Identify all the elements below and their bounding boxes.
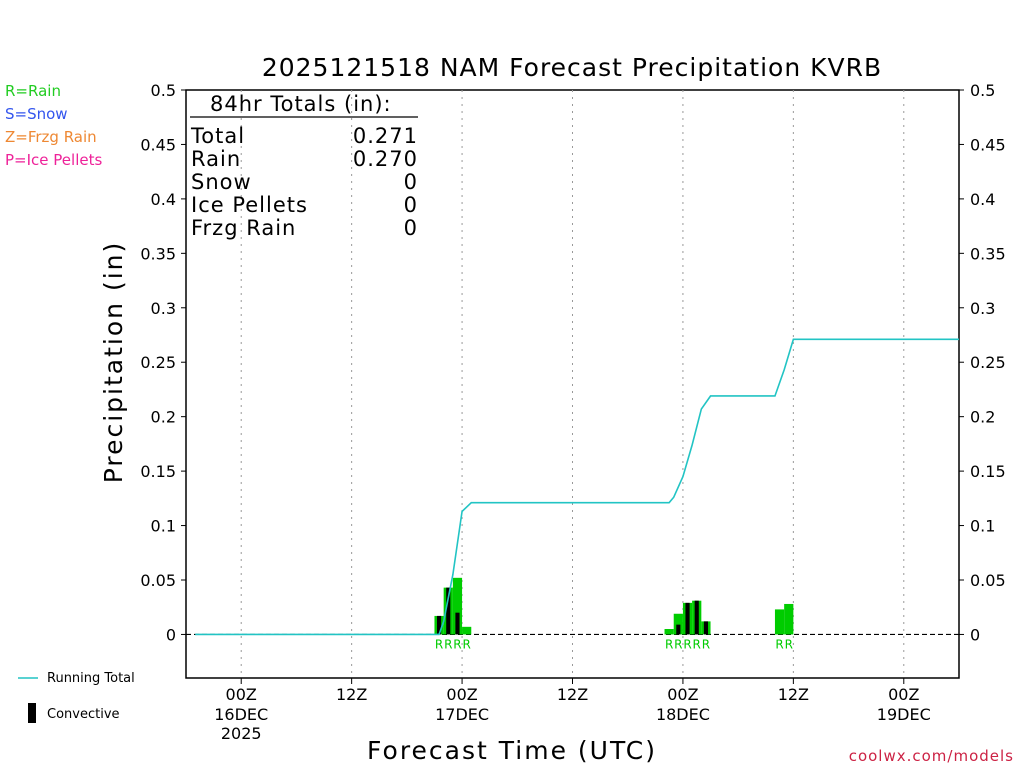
y-tick-label-right: 0.35 — [970, 244, 1006, 263]
precip-type-marker: R — [683, 637, 691, 651]
precip-type-marker: R — [463, 637, 471, 651]
totals-row-label: Total — [190, 124, 245, 148]
precip-bar — [673, 613, 683, 635]
series-legend: Running Total Convective — [18, 671, 135, 723]
x-axis-label: Forecast Time (UTC) — [367, 736, 657, 765]
x-tick-year: 2025 — [221, 724, 262, 743]
totals-row-value: 0.271 — [353, 124, 418, 148]
x-tick-label: 00Z — [446, 685, 477, 704]
y-tick-label-left: 0.1 — [151, 517, 176, 536]
y-tick-label-right: 0.3 — [970, 299, 995, 318]
running-total-legend-label: Running Total — [47, 671, 135, 686]
precip-bar — [664, 629, 674, 635]
precip-type-marker: R — [453, 637, 461, 651]
convective-bar — [446, 587, 451, 635]
precip-bar — [462, 626, 472, 635]
y-tick-label-left: 0.4 — [151, 190, 176, 209]
x-tick-label: 12Z — [336, 685, 367, 704]
precip-type-marker: R — [435, 637, 443, 651]
y-tick-label-left: 0 — [166, 625, 176, 644]
convective-bar — [455, 612, 460, 635]
totals-rows: Total 0.271 Rain 0.270 Snow 0 Ice Pellets 0 Frzg… — [190, 124, 418, 240]
totals-row-label: Rain — [191, 147, 241, 171]
y-tick-label-right: 0.15 — [970, 462, 1006, 481]
totals-row-value: 0.270 — [353, 147, 418, 171]
precip-type-marker: R — [785, 637, 793, 651]
precip-bar — [784, 603, 794, 635]
precip-type-legend-item: P=Ice Pellets — [5, 151, 102, 169]
x-tick-label: 00Z — [667, 685, 698, 704]
y-tick-label-right: 0.45 — [970, 135, 1006, 154]
totals-heading: 84hr Totals (in): — [210, 92, 392, 116]
totals-row-label: Frzg Rain — [191, 216, 296, 240]
y-tick-label-right: 0.05 — [970, 571, 1006, 590]
convective-bar — [685, 602, 690, 635]
y-tick-label-left: 0.15 — [140, 462, 176, 481]
y-tick-label-right: 0.2 — [970, 408, 995, 427]
y-tick-label-left: 0.45 — [140, 135, 176, 154]
precip-type-marker: R — [702, 637, 710, 651]
precip-type-legend-item: R=Rain — [5, 82, 61, 100]
precip-type-marker: R — [775, 637, 783, 651]
y-axis-label: Precipitation (in) — [99, 241, 128, 484]
totals-row-value: 0 — [404, 193, 418, 217]
precip-type-marker: R — [693, 637, 701, 651]
x-tick-label: 00Z — [888, 685, 919, 704]
x-tick-date: 18DEC — [656, 705, 710, 724]
totals-row-label: Ice Pellets — [191, 193, 308, 217]
y-tick-label-right: 0.1 — [970, 517, 995, 536]
y-tick-label-right: 0.4 — [970, 190, 995, 209]
x-tick-label: 12Z — [557, 685, 588, 704]
chart-title: 2025121518 NAM Forecast Precipitation KV… — [262, 53, 882, 82]
precip-type-marker: R — [665, 637, 673, 651]
y-tick-label-left: 0.3 — [151, 299, 176, 318]
y-tick-label-left: 0.5 — [151, 81, 176, 100]
precip-type-legend-item: S=Snow — [5, 105, 68, 123]
y-tick-label-right: 0.5 — [970, 81, 995, 100]
y-tick-label-right: 0 — [970, 625, 980, 644]
credit-text: coolwx.com/models — [849, 747, 1014, 765]
y-tick-label-left: 0.25 — [140, 353, 176, 372]
totals-row-value: 0 — [404, 216, 418, 240]
y-tick-label-left: 0.05 — [140, 571, 176, 590]
y-tick-label-left: 0.35 — [140, 244, 176, 263]
totals-row-label: Snow — [191, 170, 252, 194]
x-tick-label: 12Z — [778, 685, 809, 704]
y-tick-label-left: 0.2 — [151, 408, 176, 427]
convective-bar — [694, 600, 699, 635]
convective-bar — [676, 624, 681, 635]
convective-bar — [436, 615, 442, 635]
precip-type-marker: R — [674, 637, 682, 651]
x-tick-date: 17DEC — [435, 705, 489, 724]
convective-bar — [703, 621, 709, 635]
convective-legend-label: Convective — [47, 707, 120, 722]
x-tick-date: 19DEC — [877, 705, 931, 724]
running-total-line — [195, 338, 959, 636]
x-tick-label: 00Z — [226, 685, 257, 704]
x-gridlines — [240, 90, 905, 678]
precip-type-legend-item: Z=Frzg Rain — [5, 128, 97, 146]
x-tick-date: 16DEC — [214, 705, 268, 724]
precip-bar — [774, 609, 785, 635]
precip-type-marker: R — [444, 637, 452, 651]
precip-bars — [434, 577, 794, 635]
y-axis-ticks: 0 00.05 0.050.1 0.10.15 0.150.2 0.20.25 0.250.… — [140, 81, 1005, 644]
totals-row-value: 0 — [404, 170, 418, 194]
precip-bar — [452, 577, 463, 635]
totals-box: 84hr Totals (in): Total 0.271 Rain 0.270 Sno… — [190, 92, 418, 240]
convective-legend-swatch — [28, 703, 36, 723]
y-tick-label-right: 0.25 — [970, 353, 1006, 372]
precip-type-legend: R=Rain S=Snow Z=Frzg Rain P=Ice Pellets — [5, 82, 102, 169]
